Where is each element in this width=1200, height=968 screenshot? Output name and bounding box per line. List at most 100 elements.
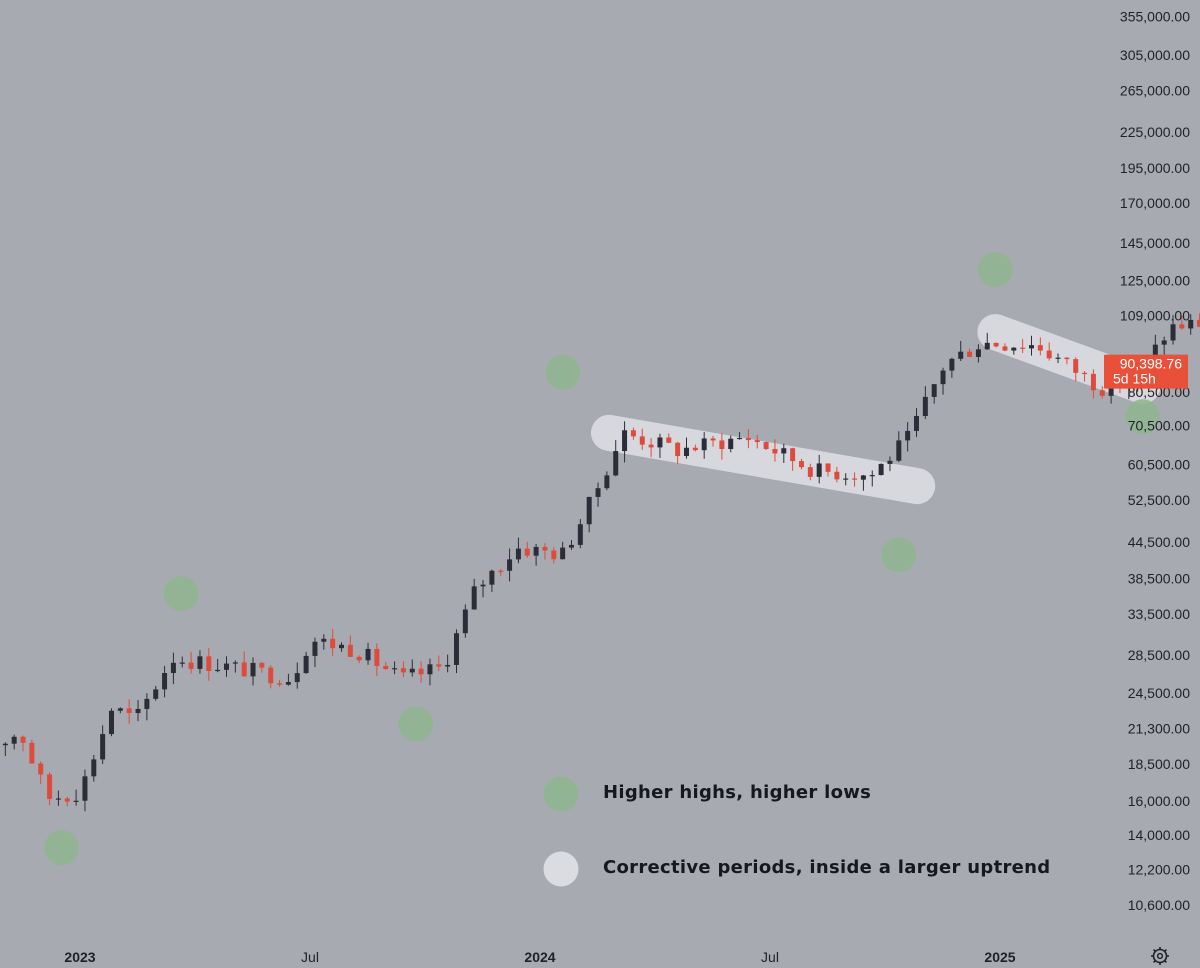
y-tick-label: 195,000.00 <box>1120 160 1190 176</box>
candle-body <box>737 437 743 440</box>
candle-body <box>135 708 141 714</box>
candle-body <box>250 662 256 677</box>
candle-body <box>639 436 645 445</box>
candle-body <box>922 396 928 416</box>
candle-body <box>91 759 97 777</box>
candle-body <box>515 548 521 560</box>
candle-body <box>710 438 716 441</box>
y-tick-label: 28,500.00 <box>1128 647 1190 663</box>
candle-body <box>215 669 221 672</box>
swing-low-marker <box>881 537 917 573</box>
current-price-tag-bg <box>1104 354 1188 389</box>
candle-body <box>338 644 344 649</box>
candle-body <box>613 451 619 476</box>
candle-body <box>1064 357 1070 360</box>
candle-body <box>878 463 884 476</box>
candle-body <box>666 437 672 443</box>
candle-body <box>1161 340 1167 345</box>
y-tick-label: 16,000.00 <box>1128 793 1190 809</box>
y-tick-label: 109,000.00 <box>1120 307 1190 323</box>
candle-body <box>798 461 804 468</box>
y-tick-label: 38,500.00 <box>1128 571 1190 587</box>
y-tick-label: 225,000.00 <box>1120 124 1190 140</box>
candle-body <box>108 710 114 735</box>
candle-body <box>64 798 70 802</box>
candle-body <box>1055 357 1061 359</box>
candle-body <box>701 438 707 451</box>
time-axis[interactable]: 2023Jul2024Jul2025Jul2026Jul2027Ju <box>64 949 1200 965</box>
candle-body <box>498 570 504 572</box>
candle-body <box>453 633 459 665</box>
candle-body <box>409 668 415 673</box>
candle-body <box>860 475 866 480</box>
y-tick-label: 70,500.00 <box>1128 418 1190 434</box>
candle-body <box>126 708 132 714</box>
x-tick-label: 2024 <box>524 949 555 965</box>
candle-body <box>1179 324 1185 329</box>
current-price-label: 90,398.76 <box>1120 356 1182 372</box>
candle-body <box>993 342 999 347</box>
candle-body <box>825 463 831 472</box>
candle-body <box>38 763 44 775</box>
legend-label: Corrective periods, inside a larger uptr… <box>603 857 1050 878</box>
candle-body <box>630 430 636 437</box>
candle-body <box>913 415 919 431</box>
candle-body <box>869 475 875 477</box>
candle-body <box>852 478 858 480</box>
y-tick-label: 145,000.00 <box>1120 235 1190 251</box>
swing-low-marker <box>398 706 434 742</box>
candle-body <box>144 698 150 709</box>
legend: Higher highs, higher lows Corrective peri… <box>543 776 1050 887</box>
y-tick-label: 60,500.00 <box>1128 456 1190 472</box>
candle-body <box>489 570 495 585</box>
y-tick-label: 44,500.00 <box>1128 534 1190 550</box>
candle-body <box>834 471 840 480</box>
gear-icon[interactable] <box>1151 947 1169 965</box>
candle-body <box>984 342 990 350</box>
y-tick-label: 125,000.00 <box>1120 273 1190 289</box>
candle-body <box>1002 346 1008 351</box>
candle-body <box>692 447 698 451</box>
x-tick-label: Jul <box>301 949 319 965</box>
candle-body <box>162 673 168 690</box>
candle-body <box>223 663 229 670</box>
candle-body <box>259 662 265 668</box>
y-tick-label: 18,500.00 <box>1128 756 1190 772</box>
candle-body <box>445 664 451 667</box>
candle-body <box>586 496 592 525</box>
candle-body <box>843 478 849 480</box>
candle-body <box>11 736 17 744</box>
candle-body <box>294 673 300 683</box>
candle-body <box>1046 350 1052 359</box>
candle-body <box>321 638 327 642</box>
candle-body <box>20 736 26 743</box>
candle-body <box>568 544 574 548</box>
candle-body <box>1037 345 1043 351</box>
candle-body <box>595 488 601 497</box>
candle-body <box>330 638 336 649</box>
candle-body <box>622 430 628 452</box>
current-price-tag: 90,398.76 5d 15h <box>1104 354 1188 389</box>
candle-body <box>197 656 203 669</box>
candle-body <box>100 734 106 760</box>
candle-body <box>1020 347 1026 349</box>
candle-body <box>241 662 247 677</box>
candle-body <box>471 586 477 610</box>
candle-body <box>462 609 468 634</box>
candle-body <box>1011 347 1017 351</box>
candle-body <box>790 448 796 462</box>
price-axis[interactable]: 355,000.00 305,000.00 265,000.00 225,000.00… <box>1120 8 1190 913</box>
candle-body <box>55 798 61 800</box>
candle-body <box>1028 345 1034 349</box>
y-tick-label: 21,300.00 <box>1128 721 1190 737</box>
legend-label: Higher highs, higher lows <box>603 782 871 803</box>
candle-body <box>347 644 353 657</box>
candle-body <box>436 664 442 667</box>
candles <box>2 313 1200 812</box>
candle-body <box>232 662 238 664</box>
candle-body <box>268 667 274 684</box>
candle-body <box>418 668 424 675</box>
candle-body <box>887 460 893 464</box>
